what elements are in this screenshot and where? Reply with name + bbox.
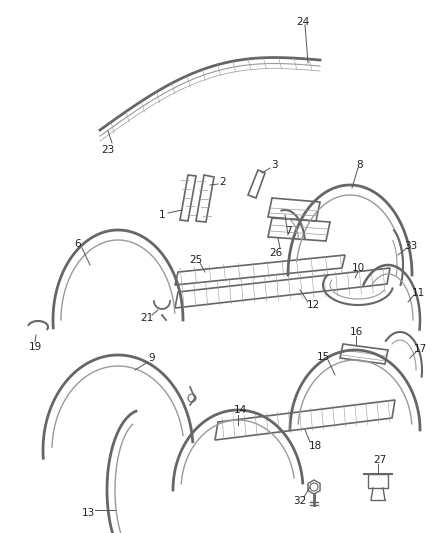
Text: 6: 6	[75, 239, 81, 249]
Text: 24: 24	[297, 17, 310, 27]
Text: 17: 17	[413, 344, 427, 354]
Text: 3: 3	[271, 160, 277, 170]
Text: 25: 25	[189, 255, 203, 265]
Text: 16: 16	[350, 327, 363, 337]
Text: 32: 32	[293, 496, 307, 506]
Text: 9: 9	[148, 353, 155, 363]
Text: 8: 8	[357, 160, 363, 170]
Text: 11: 11	[411, 288, 424, 298]
Text: 14: 14	[233, 405, 247, 415]
Text: 13: 13	[81, 508, 95, 518]
Text: 19: 19	[28, 342, 42, 352]
Text: 7: 7	[285, 226, 291, 236]
Text: 26: 26	[269, 248, 283, 258]
Text: 15: 15	[316, 352, 330, 362]
Text: 33: 33	[404, 241, 417, 251]
Text: 12: 12	[306, 300, 320, 310]
Text: 2: 2	[220, 177, 226, 187]
Text: 1: 1	[159, 210, 165, 220]
Text: 10: 10	[351, 263, 364, 273]
Text: 18: 18	[308, 441, 321, 451]
Text: 27: 27	[373, 455, 387, 465]
Bar	[368, 474, 388, 488]
Text: 21: 21	[140, 313, 154, 323]
Text: 23: 23	[101, 145, 115, 155]
